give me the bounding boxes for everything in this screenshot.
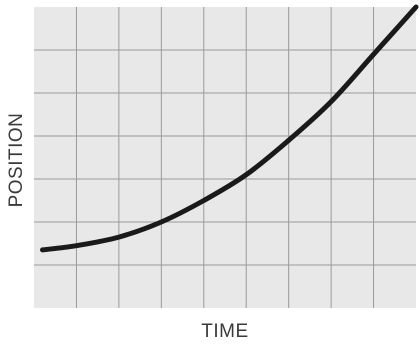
series-line (40, 4, 419, 253)
plot-area (34, 7, 416, 308)
x-axis-title: TIME (201, 321, 248, 342)
grid (34, 7, 416, 308)
y-axis-title: POSITION (6, 113, 27, 208)
